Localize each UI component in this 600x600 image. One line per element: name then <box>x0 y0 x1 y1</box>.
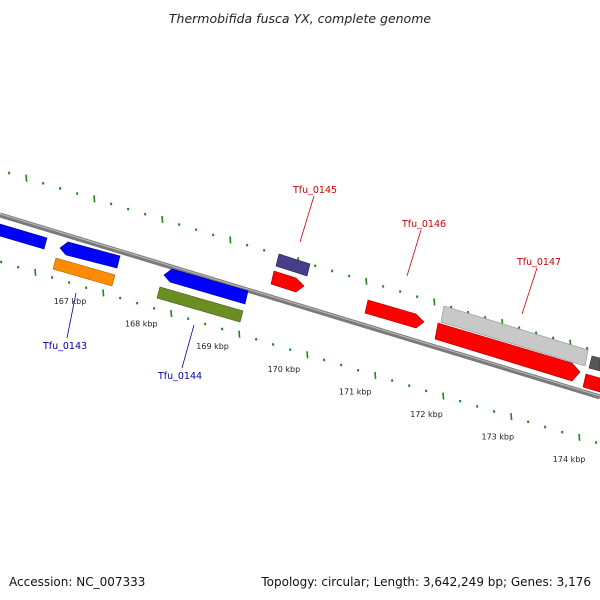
ruler-tick-label: 174 kbp <box>553 455 586 464</box>
ruler-major-tick <box>433 298 436 306</box>
ruler-major-tick <box>25 174 28 182</box>
feature-layer <box>0 223 600 393</box>
inner-tick-ruler <box>0 260 598 444</box>
leader-line <box>521 267 538 315</box>
gene-label-tfu-0144[interactable]: Tfu_0144 <box>157 371 202 382</box>
ruler-tick-label: 167 kbp <box>54 297 87 306</box>
ruler-major-tick <box>170 310 173 318</box>
ruler-tick-label: 172 kbp <box>410 410 443 419</box>
gene-label-tfu-0145[interactable]: Tfu_0145 <box>292 185 337 196</box>
accession-text: Accession: NC_007333 <box>9 575 145 589</box>
dark-grey-track-feature[interactable] <box>588 355 600 372</box>
ruler-tick-label: 170 kbp <box>268 365 301 374</box>
leader-line <box>406 229 422 277</box>
ruler-major-tick <box>229 236 232 244</box>
cds-reverse-feature[interactable] <box>0 223 48 250</box>
leader-line <box>66 292 77 339</box>
gene-label-layer: Tfu_0143 Tfu_0144 Tfu_0145 Tfu_0146 Tfu_… <box>42 185 561 382</box>
grey-track-feature[interactable] <box>440 305 589 367</box>
purple-track-feature[interactable] <box>275 253 311 277</box>
ruler-major-tick <box>510 413 513 421</box>
ruler-major-tick <box>365 277 368 285</box>
map-title: Thermobifida fusca YX, complete genome <box>169 11 431 26</box>
ruler-major-tick <box>374 371 377 379</box>
orange-track-feature[interactable] <box>52 257 116 287</box>
ruler-tick-label: 173 kbp <box>481 433 514 442</box>
ruler-tick-labels: 167 kbp 168 kbp 169 kbp 170 kbp 171 kbp 172 k… <box>54 297 586 464</box>
gene-label-tfu-0146[interactable]: Tfu_0146 <box>401 219 446 230</box>
cds-reverse-feature[interactable] <box>59 241 121 269</box>
leader-line <box>181 324 195 369</box>
ruler-major-tick <box>442 392 445 400</box>
ruler-tick-label: 171 kbp <box>339 387 372 396</box>
cds-reverse-feature[interactable] <box>163 268 249 305</box>
gene-label-tfu-0147[interactable]: Tfu_0147 <box>516 257 561 268</box>
leader-line <box>299 195 315 243</box>
gene-label-tfu-0143[interactable]: Tfu_0143 <box>42 341 87 352</box>
genome-backbone <box>0 212 600 400</box>
cds-forward-feature[interactable] <box>364 299 425 329</box>
genome-summary-text: Topology: circular; Length: 3,642,249 bp… <box>260 575 591 589</box>
ruler-major-tick <box>102 289 105 297</box>
ruler-tick-label: 168 kbp <box>125 320 158 329</box>
ruler-major-tick <box>34 268 37 276</box>
ruler-major-tick <box>161 215 164 223</box>
ruler-major-tick <box>306 351 309 359</box>
olive-track-feature[interactable] <box>156 286 244 323</box>
ruler-major-tick <box>238 330 241 338</box>
ruler-tick-label: 169 kbp <box>196 342 229 351</box>
ruler-major-tick <box>93 195 96 203</box>
ruler-major-tick <box>578 433 581 441</box>
cds-forward-feature[interactable] <box>434 322 581 382</box>
cds-forward-feature[interactable] <box>582 373 600 393</box>
cds-forward-feature[interactable] <box>270 270 305 293</box>
